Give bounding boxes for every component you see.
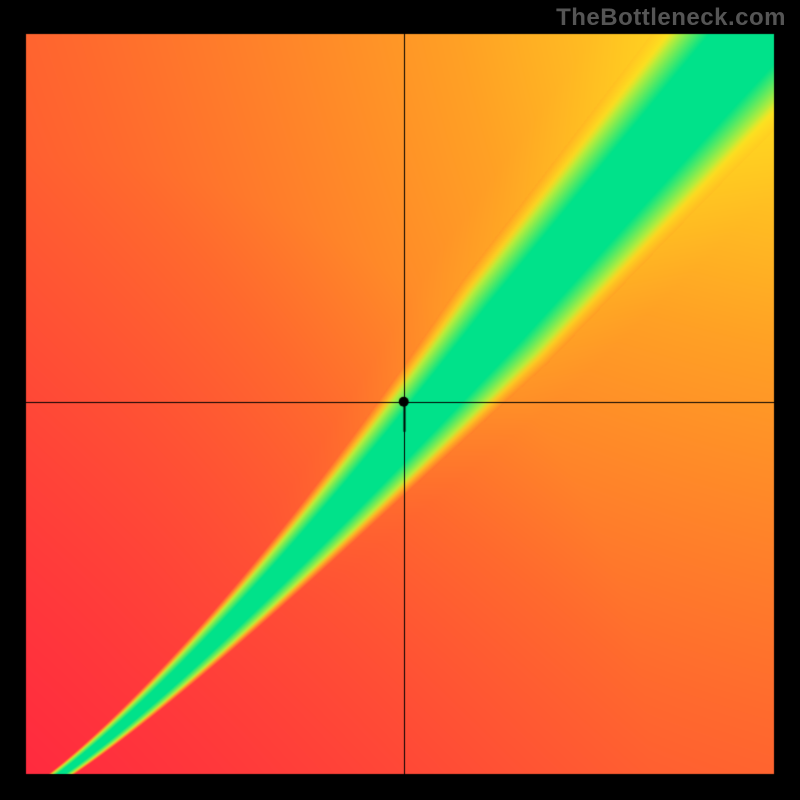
watermark-text: TheBottleneck.com [556, 4, 786, 32]
heatmap-canvas [0, 0, 800, 800]
chart-container: TheBottleneck.com [0, 0, 800, 800]
